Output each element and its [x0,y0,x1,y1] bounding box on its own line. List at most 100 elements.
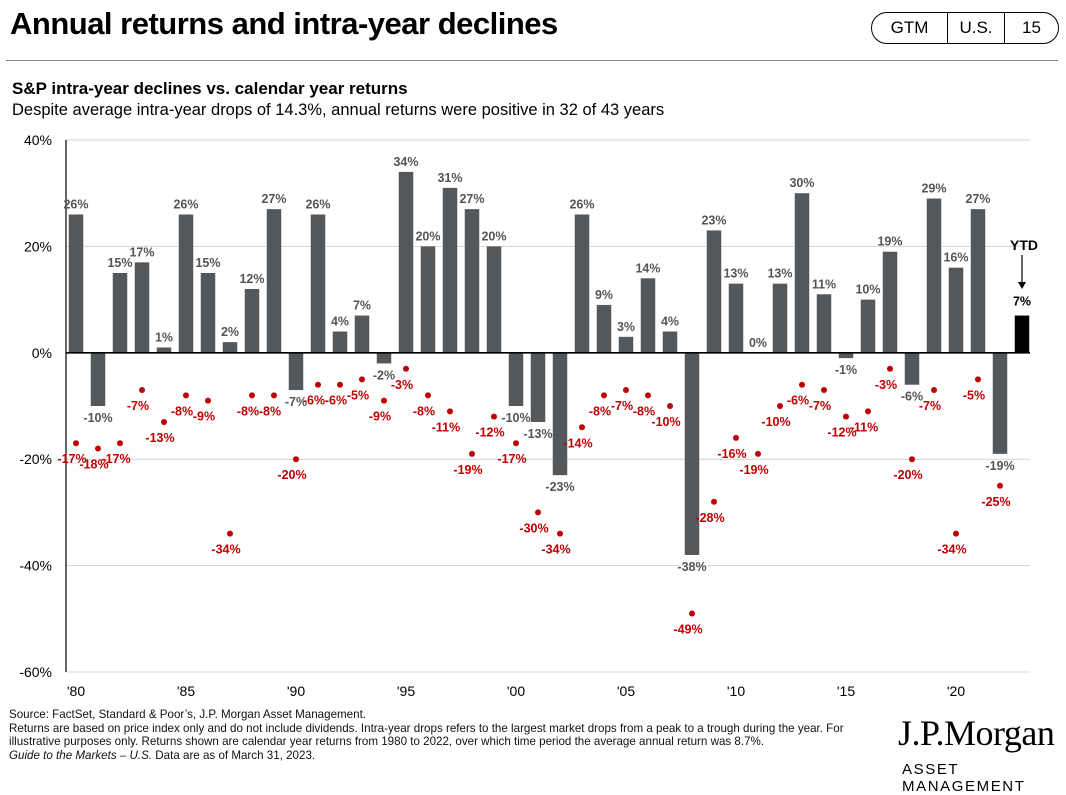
bar-value-label: -38% [677,560,706,574]
page-title: Annual returns and intra-year declines [10,6,558,41]
return-bar [992,352,1008,454]
y-tick-label: -20% [19,451,52,467]
return-bar [68,214,84,353]
bar-value-label: 23% [701,213,726,227]
footnote-note: Returns are based on price index only an… [9,721,844,749]
decline-value-label: -17% [57,452,86,466]
return-bar [156,347,172,353]
return-bar [134,262,150,353]
return-bar [816,294,832,353]
return-bar [530,352,546,422]
bar-value-label: -10% [501,411,530,425]
decline-value-label: -17% [101,452,130,466]
decline-value-label: -20% [277,468,306,482]
ytd-bar [1014,315,1030,353]
bar-value-label: 10% [855,283,880,297]
decline-value-label: -19% [453,463,482,477]
bar-value-label: -13% [523,427,552,441]
bar-value-label: 17% [129,245,154,259]
ytd-label: YTD [1010,237,1038,253]
return-bar [508,352,524,406]
decline-value-label: -28% [695,511,724,525]
decline-dot [139,387,145,394]
decline-dot [579,424,585,431]
x-tick-label: '15 [837,683,855,699]
decline-dot [447,408,453,415]
footnote-guide-date: Data are as of March 31, 2023. [152,748,316,762]
decline-dot [821,387,827,394]
ytd-value-label: 7% [1013,295,1031,309]
bar-value-label: 20% [415,229,440,243]
chart-title: S&P intra-year declines vs. calendar yea… [12,79,408,98]
return-bar [706,230,722,353]
return-bar [926,198,942,353]
footnote: Source: FactSet, Standard & Poor’s, J.P.… [9,708,869,762]
decline-value-label: -6% [303,394,325,408]
bar-value-label: 2% [221,325,239,339]
decline-value-label: -8% [237,404,259,418]
decline-value-label: -7% [127,399,149,413]
return-bar [420,246,436,353]
x-tick-label: '90 [287,683,305,699]
decline-dot [865,408,871,415]
return-bar [574,214,590,353]
bar-value-label: -19% [985,459,1014,473]
y-tick-label: 20% [24,238,52,254]
return-bar [838,352,854,359]
return-bar [90,352,106,406]
footnote-guide-title: Guide to the Markets – U.S. [9,748,153,762]
bar-value-label: 15% [195,256,220,270]
bar-value-label: 11% [812,277,836,291]
bar-value-label: 26% [173,197,198,211]
x-tick-label: '00 [507,683,525,699]
bar-value-label: -2% [373,368,395,382]
bar-value-label: 20% [481,229,506,243]
decline-value-label: -9% [193,410,215,424]
bar-value-label: 3% [617,320,635,334]
decline-dot [755,450,761,457]
decline-value-label: -49% [673,622,702,636]
return-bar [112,273,128,353]
decline-dot [535,509,541,516]
decline-dot [733,434,739,441]
decline-dot [161,418,167,425]
x-tick-label: '95 [397,683,415,699]
badge-region: U.S. [948,13,1005,43]
decline-dot [777,403,783,409]
asset-management-wordmark: ASSET MANAGEMENT [902,761,1026,795]
decline-dot [887,365,893,372]
decline-dot [73,440,79,447]
decline-value-label: -20% [893,468,922,482]
decline-dot [337,381,343,388]
decline-dot [689,610,695,617]
bar-value-label: 15% [107,256,132,270]
decline-dot [645,392,651,399]
decline-dot [909,456,915,463]
decline-value-label: -8% [259,404,281,418]
decline-dot [227,530,233,537]
decline-value-label: -18% [79,458,108,472]
decline-value-label: -10% [651,415,680,429]
return-bar [222,342,238,353]
bar-value-label: 13% [723,267,748,281]
header-divider [6,60,1058,61]
decline-value-label: -7% [919,399,941,413]
return-bar [662,331,678,353]
decline-value-label: -14% [563,436,592,450]
decline-value-label: -9% [369,410,391,424]
return-bar [464,209,480,353]
bar-value-label: 26% [569,197,594,211]
return-bar [596,304,612,353]
x-tick-label: '85 [177,683,195,699]
return-bar [618,336,634,353]
decline-value-label: -7% [611,399,633,413]
decline-dot [293,456,299,463]
bar-value-label: 27% [459,192,484,206]
decline-value-label: -8% [633,404,655,418]
bar-value-label: 30% [789,176,814,190]
return-bar [552,352,568,476]
decline-dot [381,397,387,404]
bar-value-label: 27% [261,192,286,206]
bar-value-label: 14% [635,261,660,275]
